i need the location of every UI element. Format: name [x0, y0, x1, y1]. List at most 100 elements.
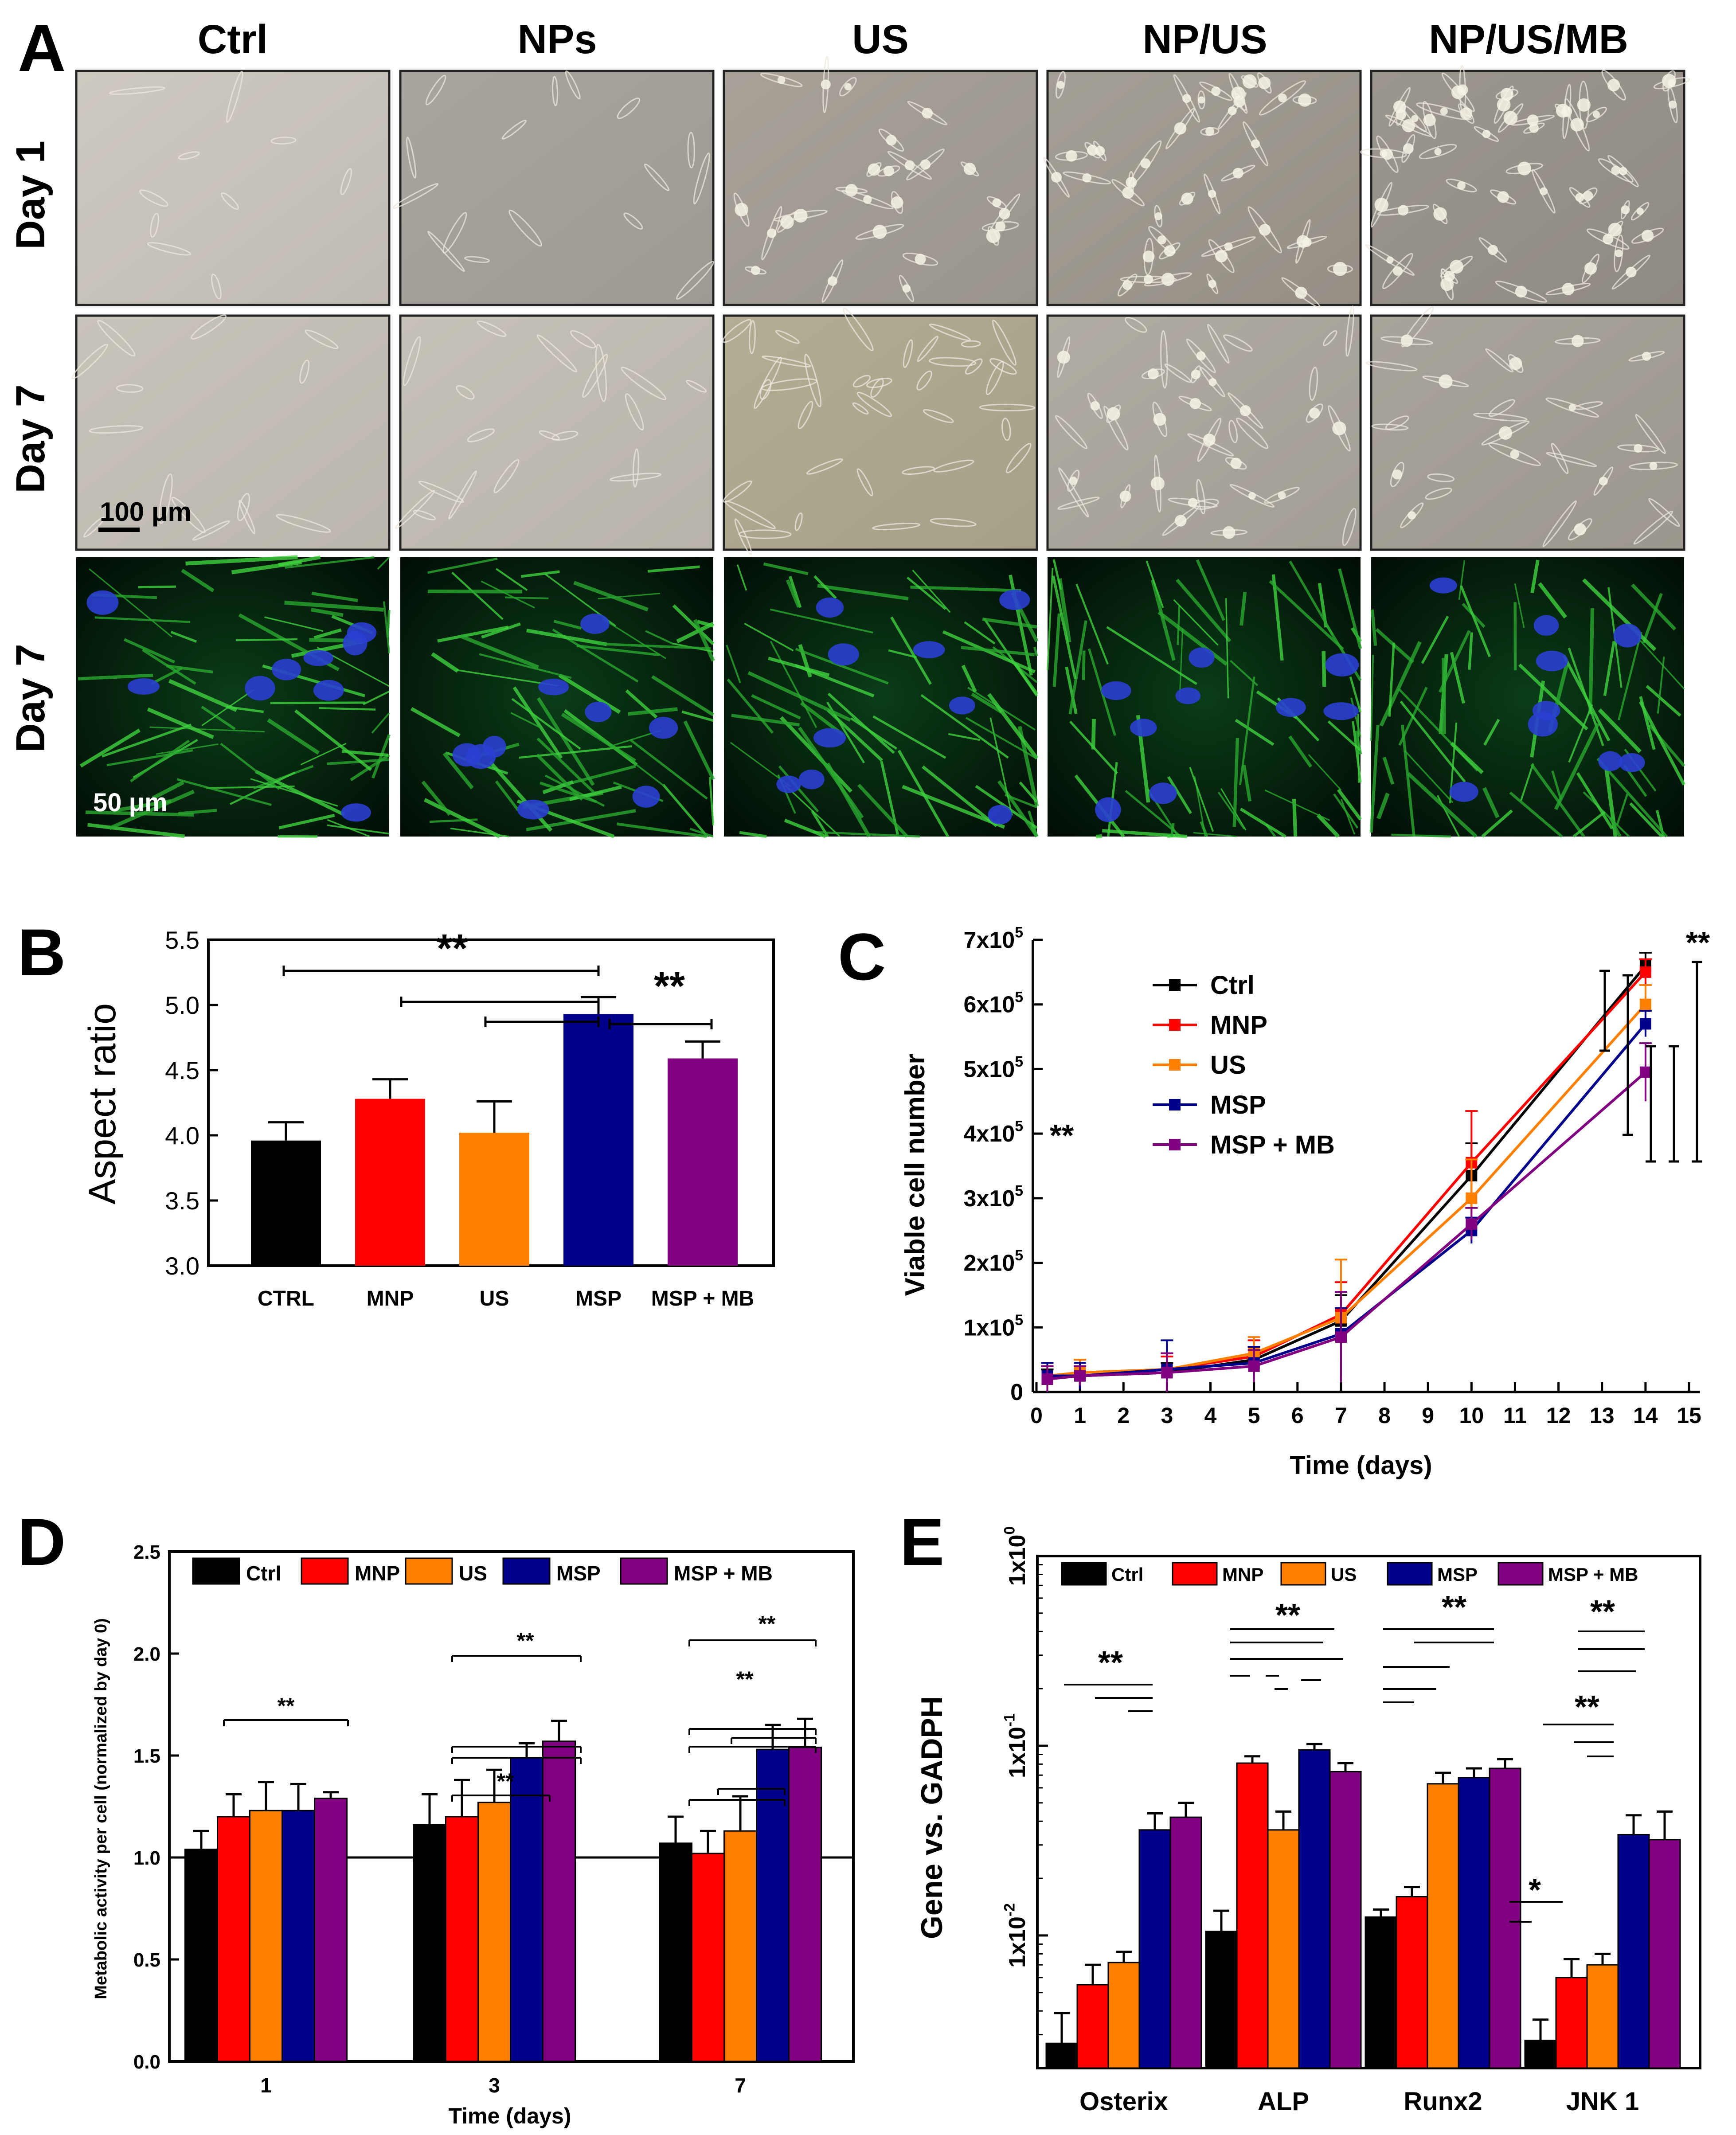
cell-outline: [552, 76, 558, 106]
y-tick-label: 2.0: [133, 1643, 160, 1665]
cell-outline: [299, 360, 310, 384]
panel-letter-e: E: [900, 1505, 944, 1579]
actin-fiber: [166, 664, 213, 674]
actin-fiber: [1239, 592, 1247, 626]
cell-outline: [798, 401, 813, 430]
y-tick-label: 2x105: [964, 1247, 1023, 1276]
data-point: [1466, 1192, 1478, 1204]
rounded-cell: [1333, 262, 1347, 276]
cell-outline: [276, 514, 331, 533]
cell-outline: [856, 468, 873, 497]
actin-fiber: [489, 761, 553, 832]
legend-swatch: [1280, 1562, 1326, 1586]
actin-fiber: [521, 570, 560, 578]
legend-label: MSP + MB: [674, 1562, 773, 1585]
x-tick-label: 2: [1117, 1403, 1130, 1428]
nucleus: [1536, 650, 1568, 672]
rounded-cell: [1439, 374, 1453, 388]
y-tick-label: 2.5: [133, 1541, 160, 1563]
cell-outline: [1419, 144, 1457, 160]
rounded-cell: [1066, 150, 1077, 162]
cell-outline: [923, 409, 954, 423]
y-tick-label-base: 3x10: [964, 1186, 1015, 1212]
x-category-label: JNK 1: [1566, 2087, 1639, 2116]
x-tick-label: 4: [1204, 1403, 1217, 1428]
data-point: [1639, 1018, 1651, 1030]
rounded-cell: [1503, 111, 1518, 125]
nucleus: [1149, 782, 1177, 804]
cell-outline: [1485, 348, 1514, 373]
rounded-cell: [1402, 119, 1415, 133]
x-tick-label: 9: [1422, 1403, 1434, 1428]
rounded-cell: [1641, 230, 1654, 242]
actin-fiber: [1618, 632, 1642, 720]
y-tick-label-base: 1x10: [1005, 1535, 1030, 1586]
micrograph-1-1: [75, 70, 391, 306]
actin-fiber: [170, 631, 197, 643]
actin-fiber: [897, 750, 950, 837]
actin-fiber: [1232, 738, 1239, 827]
cell-outline: [1427, 473, 1455, 482]
legend-label: MSP: [556, 1562, 601, 1585]
cell-outline: [340, 168, 352, 196]
nucleus: [798, 769, 825, 790]
rounded-cell: [1069, 477, 1078, 485]
cell-outline: [570, 330, 596, 348]
actin-fiber: [1460, 585, 1491, 657]
rounded-cell: [1051, 172, 1062, 183]
rounded-cell: [1460, 107, 1473, 120]
actin-fiber: [789, 575, 802, 608]
actin-fiber: [1530, 763, 1585, 837]
rounded-cell: [1599, 477, 1608, 486]
actin-fiber: [479, 653, 572, 679]
rounded-cell: [1161, 273, 1175, 286]
legend-swatch: [1172, 1562, 1218, 1586]
actin-fiber: [313, 628, 342, 640]
actin-fiber: [450, 827, 509, 837]
cell-outline: [794, 512, 803, 531]
significance-marker: **: [517, 1628, 534, 1653]
actin-fiber: [602, 618, 667, 659]
rounded-cell: [891, 196, 903, 209]
rounded-cell: [1095, 146, 1105, 156]
legend-marker: [1169, 1019, 1181, 1031]
cell-outline: [395, 489, 435, 529]
y-tick-label: 5.5: [165, 926, 199, 954]
cell-outline: [403, 336, 421, 386]
actin-fiber: [1631, 583, 1677, 631]
actin-fiber: [1239, 807, 1286, 838]
bar-runx2-2: [1427, 1783, 1459, 2069]
actin-fiber: [285, 556, 375, 569]
actin-fiber: [156, 743, 219, 755]
significance-marker: **: [1442, 1590, 1466, 1625]
actin-fiber: [983, 618, 1038, 697]
nucleus: [1323, 702, 1359, 720]
x-category-label: MSP: [575, 1287, 622, 1310]
bar-alp-1: [1236, 1762, 1269, 2069]
cell-outline: [1207, 324, 1230, 364]
actin-fiber: [1196, 559, 1225, 621]
actin-fiber: [278, 555, 321, 567]
rounded-cell: [1056, 81, 1065, 89]
micrograph-3-2: [400, 557, 715, 838]
nucleus: [580, 614, 610, 634]
actin-fiber: [1271, 574, 1284, 661]
cell-outline: [477, 321, 507, 337]
cell-outline: [1160, 330, 1168, 389]
micrograph-2-4: [1046, 305, 1362, 551]
actin-fiber: [496, 568, 528, 591]
nucleus: [1429, 577, 1457, 594]
x-tick-label: 8: [1378, 1403, 1391, 1428]
actin-fiber: [1052, 613, 1061, 687]
bar-runx2-3: [1458, 1777, 1490, 2069]
actin-fiber: [1146, 560, 1164, 608]
rounded-cell: [1374, 198, 1389, 212]
actin-fiber: [872, 715, 946, 759]
rounded-cell: [1444, 271, 1455, 282]
x-tick-label: 12: [1546, 1403, 1571, 1428]
panel-letter-b: B: [18, 915, 66, 989]
rounded-cell: [1278, 93, 1287, 102]
actin-fiber: [1338, 568, 1362, 649]
y-tick-label: 1.0: [133, 1847, 160, 1869]
micrograph-background: [1371, 557, 1684, 837]
